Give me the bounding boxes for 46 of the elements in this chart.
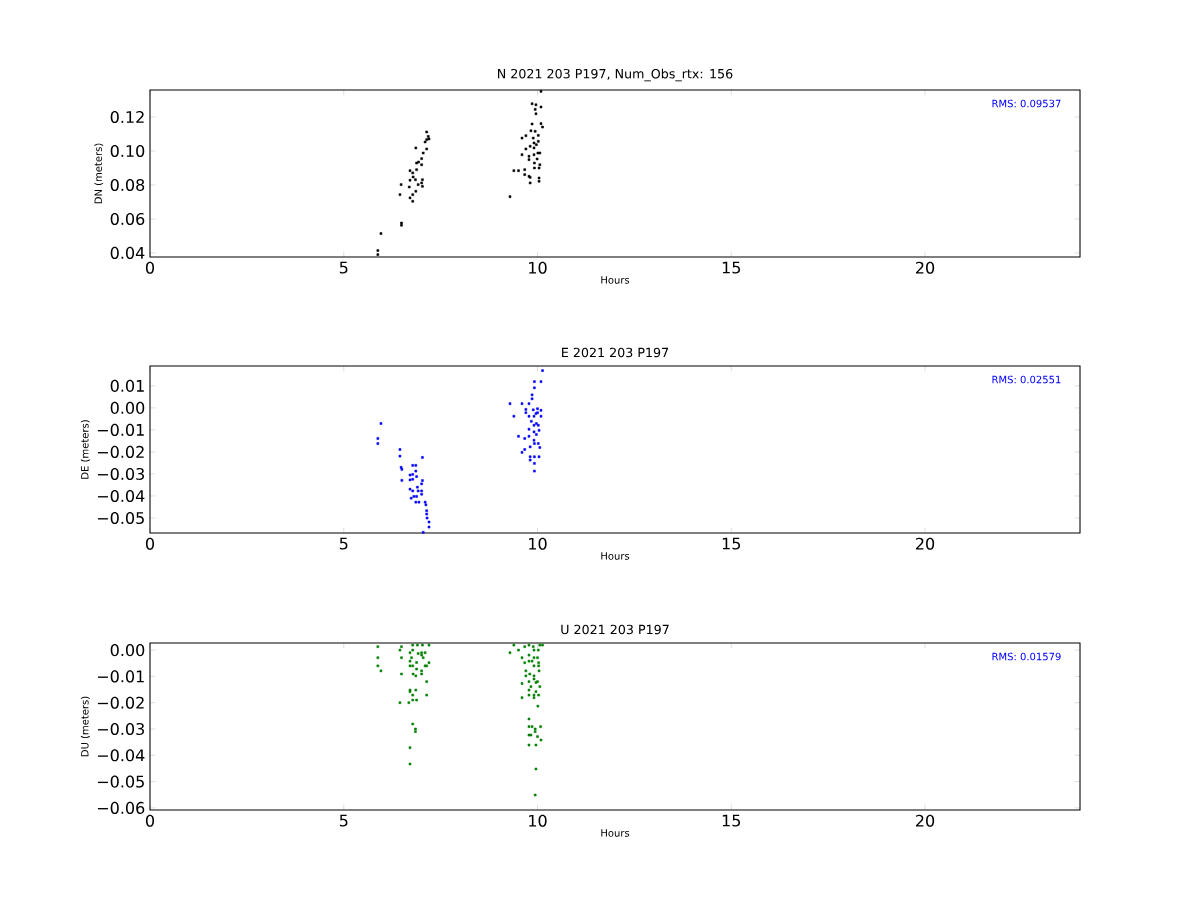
y-tick-label: 0.06 [110, 212, 145, 225]
y-tick-label: −0.01 [97, 670, 144, 683]
x-tick-label: 15 [722, 261, 741, 274]
y-axis-title: DU (meters) [80, 696, 90, 757]
x-tick-label: 20 [916, 261, 935, 274]
chart-title: E 2021 203 P197 [562, 347, 669, 358]
y-tick-label: 0.00 [110, 644, 145, 657]
x-tick-label: 20 [916, 537, 935, 550]
chart-title: N 2021 203 P197, Num_Obs_rtx: 156 [498, 68, 733, 82]
y-tick-label: 0.04 [110, 246, 145, 259]
x-tick-label: 0 [145, 537, 155, 550]
y-axis-title: DN (meters) [94, 143, 104, 204]
y-axis-title: DE (meters) [80, 420, 90, 479]
x-tick-label: 0 [145, 814, 155, 827]
y-tick-label: −0.03 [97, 722, 144, 736]
x-tick-label: 5 [339, 261, 348, 274]
y-tick-label: −0.04 [97, 489, 145, 503]
annotation: RMS: 0.01579 [992, 652, 1061, 661]
x-tick-label: 10 [529, 814, 547, 827]
annotation: RMS: 0.09537 [992, 99, 1061, 108]
y-tick-label: 0.00 [110, 401, 145, 414]
y-tick-label: −0.05 [97, 511, 144, 525]
x-tick-label: 0 [145, 261, 155, 274]
x-tick-label: 15 [722, 814, 741, 827]
x-tick-label: 5 [339, 814, 348, 827]
y-tick-label: 0.08 [110, 178, 145, 192]
y-tick-label: 0.10 [110, 144, 145, 158]
x-tick-label: 5 [339, 537, 348, 550]
y-tick-label: −0.02 [97, 696, 144, 709]
x-tick-label: 10 [529, 537, 547, 550]
y-tick-label: −0.06 [97, 801, 145, 814]
x-tick-label: 10 [529, 261, 547, 274]
y-tick-label: −0.03 [97, 467, 144, 481]
x-tick-label: 20 [916, 814, 935, 827]
x-axis-title: Hours [601, 552, 630, 560]
x-tick-label: 15 [722, 537, 741, 550]
y-tick-label: 0.12 [110, 110, 144, 124]
y-tick-label: −0.04 [97, 749, 145, 762]
annotation: RMS: 0.02551 [992, 375, 1061, 384]
y-tick-label: −0.02 [97, 445, 144, 458]
y-tick-label: −0.01 [97, 423, 144, 436]
x-axis-title: Hours [601, 829, 630, 837]
y-tick-label: 0.01 [110, 379, 144, 392]
chart-title: U 2021 203 P197 [561, 624, 669, 635]
x-axis-title: Hours [601, 276, 630, 284]
y-tick-label: −0.05 [97, 775, 144, 788]
